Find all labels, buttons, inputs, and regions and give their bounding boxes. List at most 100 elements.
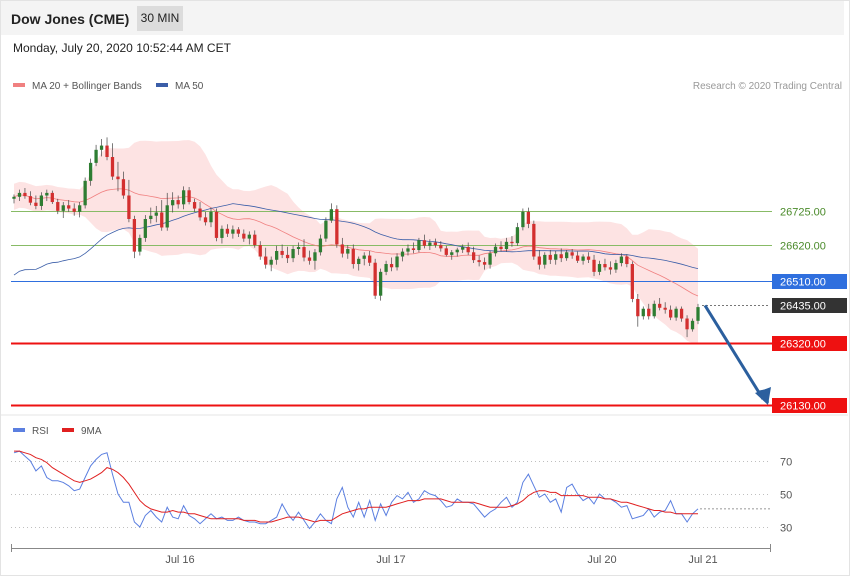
x-tick-label: Jul 17 <box>376 554 405 566</box>
level-label-bg <box>772 274 847 289</box>
candle-up <box>83 180 87 206</box>
forecast-arrow-tip <box>755 387 771 405</box>
legend-rsi: RSI <box>13 426 49 437</box>
candle-down <box>242 233 246 239</box>
candle-down <box>280 250 284 255</box>
candle-up <box>45 192 49 196</box>
candle-down <box>335 209 339 245</box>
candle-down <box>586 256 591 260</box>
level-label: 26725.00 <box>780 207 826 219</box>
candle-up <box>99 145 104 150</box>
chart-datetime: Monday, July 20, 2020 10:52:44 AM CET <box>13 41 231 55</box>
candle-down <box>258 245 262 257</box>
level-label-bg <box>772 398 847 413</box>
candle-up <box>12 196 16 199</box>
candle-up <box>247 234 251 239</box>
candle-down <box>127 195 131 219</box>
candle-up <box>450 252 454 255</box>
candle-down <box>121 179 126 196</box>
candle-down <box>592 259 596 272</box>
candle-down <box>116 176 120 180</box>
instrument-title: Dow Jones (CME) <box>11 11 130 27</box>
candle-down <box>225 228 230 234</box>
candle-up <box>362 255 366 259</box>
candle-up <box>461 247 465 250</box>
candle-up <box>313 252 317 261</box>
candle-down <box>110 157 115 177</box>
legend-ma20-label: MA 20 + Bollinger Bands <box>32 81 142 92</box>
rsi-swatch-icon <box>13 428 25 433</box>
candle-down <box>548 254 552 260</box>
candle-down <box>56 202 60 211</box>
candle-up <box>94 149 98 163</box>
candle-up <box>515 227 520 244</box>
timeframe-button[interactable]: 30 MIN <box>137 6 183 31</box>
candle-up <box>269 259 273 265</box>
candle-up <box>324 220 328 239</box>
candle-up <box>428 242 432 246</box>
candle-down <box>647 308 651 317</box>
candle-down <box>23 192 27 197</box>
legend-ma20: MA 20 + Bollinger Bands <box>13 81 142 92</box>
candle-down <box>411 248 416 250</box>
candle-up <box>171 200 175 206</box>
candle-down <box>575 255 580 261</box>
candle-up <box>291 249 295 259</box>
candle-down <box>389 264 394 268</box>
candle-down <box>608 267 613 270</box>
candle-down <box>679 308 684 319</box>
ma50-swatch-icon <box>156 83 168 88</box>
candle-down <box>439 245 443 249</box>
candle-up <box>17 192 22 197</box>
candle-up <box>641 308 645 317</box>
candle-down <box>368 255 372 263</box>
candle-down <box>28 196 33 203</box>
candle-down <box>187 190 191 203</box>
candle-down <box>203 217 208 223</box>
candle-down <box>603 264 607 268</box>
rsi-tick-label: 70 <box>780 457 792 469</box>
candle-up <box>357 258 361 265</box>
candle-down <box>67 205 71 209</box>
candle-up <box>395 256 399 268</box>
candle-up <box>138 237 142 252</box>
candle-up <box>406 248 410 252</box>
candle-up <box>154 212 158 216</box>
candle-down <box>307 257 312 261</box>
candle-up <box>488 253 492 265</box>
candle-down <box>433 242 437 246</box>
candle-down <box>176 200 180 205</box>
price-panel: 26725.00 26620.00 26510.00 26435.00 26320.00… <box>11 137 847 413</box>
candle-up <box>61 205 65 211</box>
candle-up <box>521 211 525 228</box>
candle-down <box>532 223 536 257</box>
candle-up <box>554 254 558 260</box>
ma50-line <box>13 203 699 276</box>
candle-down <box>72 208 76 212</box>
level-label: 26510.00 <box>780 277 826 289</box>
candle-up <box>296 247 301 250</box>
candle-up <box>417 240 421 250</box>
candle-down <box>668 309 673 318</box>
candle-up <box>88 162 93 181</box>
candle-up <box>652 303 656 317</box>
candle-up <box>181 190 186 205</box>
candle-down <box>351 249 355 265</box>
forecast-arrow-line <box>703 304 765 400</box>
ma20-swatch-icon <box>13 83 25 88</box>
candle-up <box>318 238 323 253</box>
candle-down <box>559 254 563 259</box>
candle-down <box>236 229 240 234</box>
candle-up <box>346 249 350 254</box>
candle-down <box>510 241 514 244</box>
candle-down <box>160 212 164 228</box>
candle-up <box>565 252 569 259</box>
bollinger-band-area <box>14 140 698 344</box>
candle-down <box>34 202 38 206</box>
candle-down <box>663 307 667 310</box>
candle-up <box>209 211 213 223</box>
candle-up <box>143 219 147 238</box>
candle-down <box>302 247 306 258</box>
candle-down <box>477 260 481 263</box>
candle-down <box>482 262 487 265</box>
